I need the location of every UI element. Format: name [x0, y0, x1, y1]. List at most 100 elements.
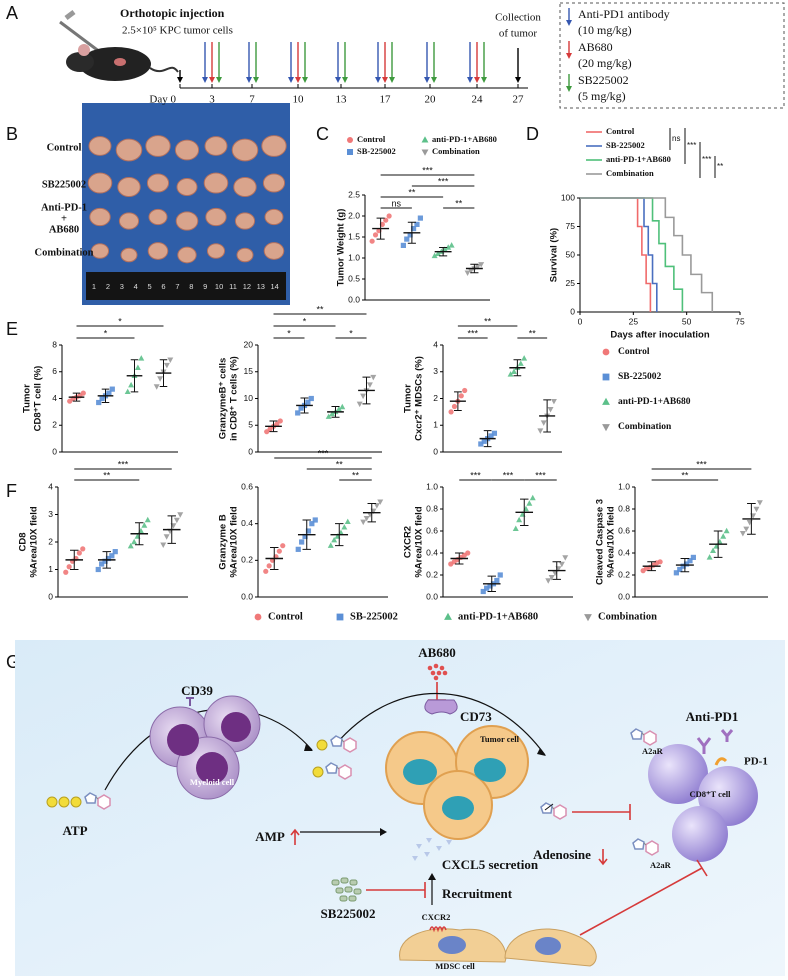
y-tick-label: 0.6 — [618, 525, 630, 535]
point — [421, 149, 429, 156]
point — [488, 433, 494, 439]
point — [298, 405, 304, 411]
day-label: 13 — [336, 94, 348, 106]
point — [458, 393, 464, 399]
process-label: Recruitment — [442, 886, 513, 901]
point — [102, 558, 108, 564]
point — [545, 578, 552, 584]
receptor-label: A2aR — [642, 746, 664, 756]
significance-label: *** — [696, 459, 707, 469]
tumor — [203, 172, 229, 194]
inhibition-line — [366, 882, 426, 898]
arrow-head — [537, 748, 546, 756]
legend-label: anti-PD-1+AB680 — [458, 611, 538, 622]
arrow-head — [335, 77, 341, 83]
point — [521, 355, 528, 361]
point — [484, 585, 490, 591]
point — [683, 561, 690, 567]
point — [305, 399, 311, 405]
tumor — [145, 135, 171, 157]
tumor — [88, 136, 112, 156]
tumor — [231, 138, 259, 162]
panel-letter: D — [526, 124, 539, 144]
legend-label: SB-225002 — [618, 372, 662, 382]
row-label: AB680 — [49, 224, 79, 235]
y-axis-label: Granzyme B — [218, 514, 229, 570]
ruler-number: 14 — [271, 282, 279, 291]
point — [451, 403, 458, 410]
point — [105, 555, 112, 562]
point — [706, 554, 713, 560]
point — [756, 500, 763, 506]
tumor — [146, 173, 170, 193]
day-label: 24 — [472, 94, 484, 106]
tumor — [176, 178, 198, 196]
point — [467, 268, 474, 274]
point — [109, 386, 115, 392]
y-tick-label: 100 — [561, 192, 575, 202]
cell-label: Myeloid cell — [190, 777, 235, 787]
point — [526, 500, 533, 506]
point — [465, 550, 471, 556]
tumor — [206, 243, 226, 259]
point — [360, 519, 367, 526]
legend-label: (20 mg/kg) — [578, 56, 632, 70]
point — [602, 348, 610, 356]
y-tick-label: 25 — [566, 278, 576, 288]
tumor — [89, 207, 111, 227]
panel-letter: A — [6, 3, 18, 23]
legend-label: anti-PD-1+AB680 — [618, 397, 691, 407]
molecule-label: ATP — [62, 823, 87, 838]
y-tick-label: 2 — [48, 536, 53, 546]
arrow-head — [481, 77, 487, 83]
point — [584, 614, 592, 622]
y-tick-label: 1.0 — [618, 481, 630, 491]
y-tick-label: 0.0 — [241, 591, 253, 601]
y-axis-label: CD8 — [18, 532, 29, 551]
day-label: 20 — [425, 94, 437, 106]
antibody — [696, 737, 712, 754]
significance-label: * — [303, 316, 307, 326]
significance-label: ** — [681, 470, 689, 480]
arrow-head — [474, 77, 480, 83]
significance-label: ** — [717, 162, 723, 171]
arrow-head — [566, 20, 572, 26]
point — [305, 528, 312, 534]
point — [106, 390, 112, 396]
significance-label: ** — [408, 187, 416, 197]
nucleus — [221, 712, 251, 742]
phosphate — [46, 739, 328, 808]
x-axis-label: Days after inoculation — [610, 330, 709, 341]
ruler-number: 2 — [106, 282, 110, 291]
cell-label: MDSC cell — [435, 961, 475, 971]
point — [444, 612, 452, 620]
y-axis-label: %Area/10X field — [29, 506, 40, 577]
row-label: Combination — [35, 247, 94, 258]
y-tick-label: 3 — [48, 509, 53, 519]
point — [138, 355, 145, 361]
significance-label: ** — [352, 470, 360, 480]
injection-site — [114, 58, 126, 66]
point — [687, 558, 693, 564]
significance-label: * — [287, 328, 291, 338]
enzyme-label: CD39 — [181, 683, 213, 698]
process-label: CXCL5 secretion — [442, 857, 539, 872]
y-tick-label: 2 — [433, 393, 438, 403]
point — [124, 388, 131, 395]
collection-label: Collection — [495, 12, 541, 24]
tumor — [262, 173, 286, 193]
point — [299, 539, 305, 545]
row-label: + — [61, 213, 67, 224]
nucleus — [474, 758, 506, 782]
y-tick-label: 8 — [52, 339, 57, 349]
arrow-head — [380, 828, 387, 836]
ruler-number: 9 — [203, 282, 207, 291]
point — [366, 382, 373, 388]
y-axis-label: Tumor — [403, 384, 414, 413]
point — [356, 401, 363, 408]
significance-label: *** — [470, 470, 481, 480]
day-label: Day 0 — [149, 94, 176, 106]
nucleus — [442, 796, 474, 820]
arrow-head — [375, 77, 381, 83]
ruler-number: 10 — [215, 282, 223, 291]
